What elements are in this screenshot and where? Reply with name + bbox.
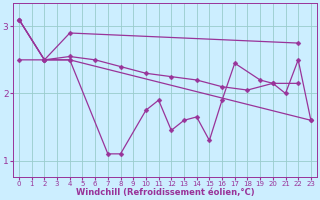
- X-axis label: Windchill (Refroidissement éolien,°C): Windchill (Refroidissement éolien,°C): [76, 188, 254, 197]
